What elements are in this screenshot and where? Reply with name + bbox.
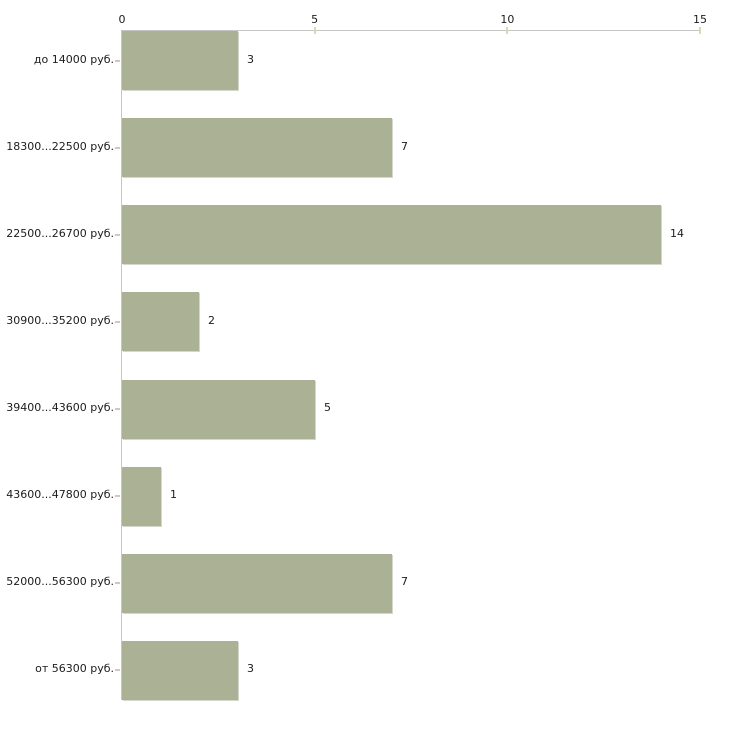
bar-value-label: 2: [208, 313, 215, 327]
category-tick-mark: [115, 59, 120, 62]
bar: [122, 205, 661, 264]
category-tick-mark: [115, 669, 120, 672]
category-tick-mark: [115, 582, 120, 585]
category-label: 39400...43600 руб.: [6, 401, 114, 415]
bar-value-label: 14: [670, 226, 684, 240]
bar-value-label: 7: [401, 575, 408, 589]
category-label: от 56300 руб.: [35, 662, 114, 676]
bar-value-label: 7: [401, 139, 408, 153]
bar: [122, 380, 315, 439]
category-tick-mark: [115, 320, 120, 323]
bar: [122, 292, 199, 351]
category-tick-mark: [115, 495, 120, 498]
bar-value-label: 5: [324, 401, 331, 415]
bar: [122, 118, 392, 177]
category-label: 30900...35200 руб.: [6, 313, 114, 327]
category-label: 52000...56300 руб.: [6, 575, 114, 589]
category-label: до 14000 руб.: [33, 52, 114, 66]
bar: [122, 554, 392, 613]
y-axis-line: [121, 30, 122, 700]
bar-value-label: 3: [247, 662, 254, 676]
category-tick-mark: [115, 146, 120, 149]
bar-value-label: 3: [247, 52, 254, 66]
x-axis-line: [122, 30, 701, 31]
bar-value-label: 1: [170, 488, 177, 502]
bar: [122, 467, 161, 526]
x-axis-tick-mark: [313, 27, 316, 34]
x-axis-tick-label: 15: [693, 13, 707, 26]
category-label: 43600...47800 руб.: [6, 488, 114, 502]
x-axis-tick-mark: [699, 27, 701, 34]
bar: [122, 641, 238, 700]
category-tick-mark: [115, 233, 120, 236]
x-axis-tick-label: 0: [118, 13, 126, 26]
bar: [122, 31, 238, 90]
category-label: 22500...26700 руб.: [6, 226, 114, 240]
x-axis-tick-label: 5: [311, 13, 319, 26]
category-label: 18300...22500 руб.: [6, 139, 114, 153]
category-tick-mark: [115, 408, 120, 411]
x-axis-tick-mark: [506, 27, 509, 34]
x-axis-tick-label: 10: [500, 13, 515, 26]
